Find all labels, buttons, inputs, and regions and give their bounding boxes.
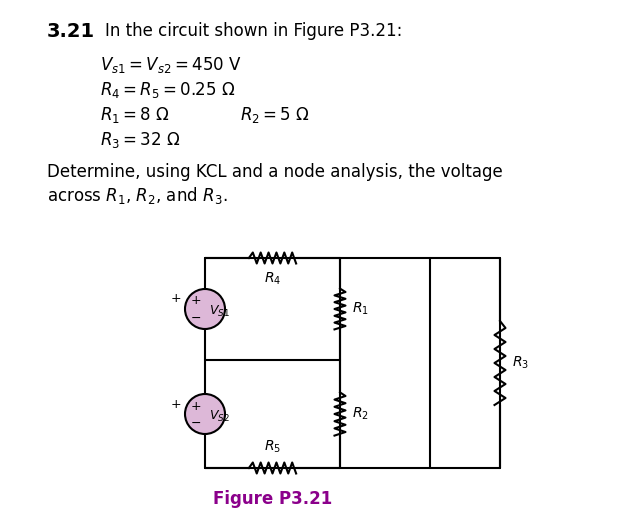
Text: In the circuit shown in Figure P3.21:: In the circuit shown in Figure P3.21:: [105, 22, 403, 40]
Text: +: +: [170, 398, 181, 411]
Text: +: +: [191, 295, 202, 307]
Text: $R_1$: $R_1$: [352, 301, 369, 317]
Text: $V_{s1} = V_{s2} = 450$ V: $V_{s1} = V_{s2} = 450$ V: [100, 55, 242, 75]
Text: Determine, using KCL and a node analysis, the voltage: Determine, using KCL and a node analysis…: [47, 163, 503, 181]
Text: 3.21: 3.21: [47, 22, 95, 41]
Text: −: −: [191, 417, 201, 429]
Text: −: −: [191, 312, 201, 324]
Circle shape: [185, 394, 225, 434]
Circle shape: [185, 289, 225, 329]
Text: $R_5$: $R_5$: [264, 439, 281, 455]
Text: +: +: [191, 400, 202, 412]
Text: across $R_1$, $R_2$, and $R_3$.: across $R_1$, $R_2$, and $R_3$.: [47, 185, 227, 206]
Text: $V_{S2}$: $V_{S2}$: [209, 409, 230, 423]
Text: $R_3$: $R_3$: [512, 355, 529, 371]
Text: $R_2 = 5\ \Omega$: $R_2 = 5\ \Omega$: [240, 105, 310, 125]
Text: Figure P3.21: Figure P3.21: [213, 490, 332, 508]
Text: $R_4$: $R_4$: [264, 271, 281, 287]
Text: $V_{S1}$: $V_{S1}$: [209, 304, 230, 319]
Text: $R_1 = 8\ \Omega$: $R_1 = 8\ \Omega$: [100, 105, 170, 125]
Text: +: +: [170, 293, 181, 305]
Text: $R_2$: $R_2$: [352, 406, 369, 422]
Text: $R_3 = 32\ \Omega$: $R_3 = 32\ \Omega$: [100, 130, 180, 150]
Text: $R_4 = R_5 = 0.25\ \Omega$: $R_4 = R_5 = 0.25\ \Omega$: [100, 80, 236, 100]
